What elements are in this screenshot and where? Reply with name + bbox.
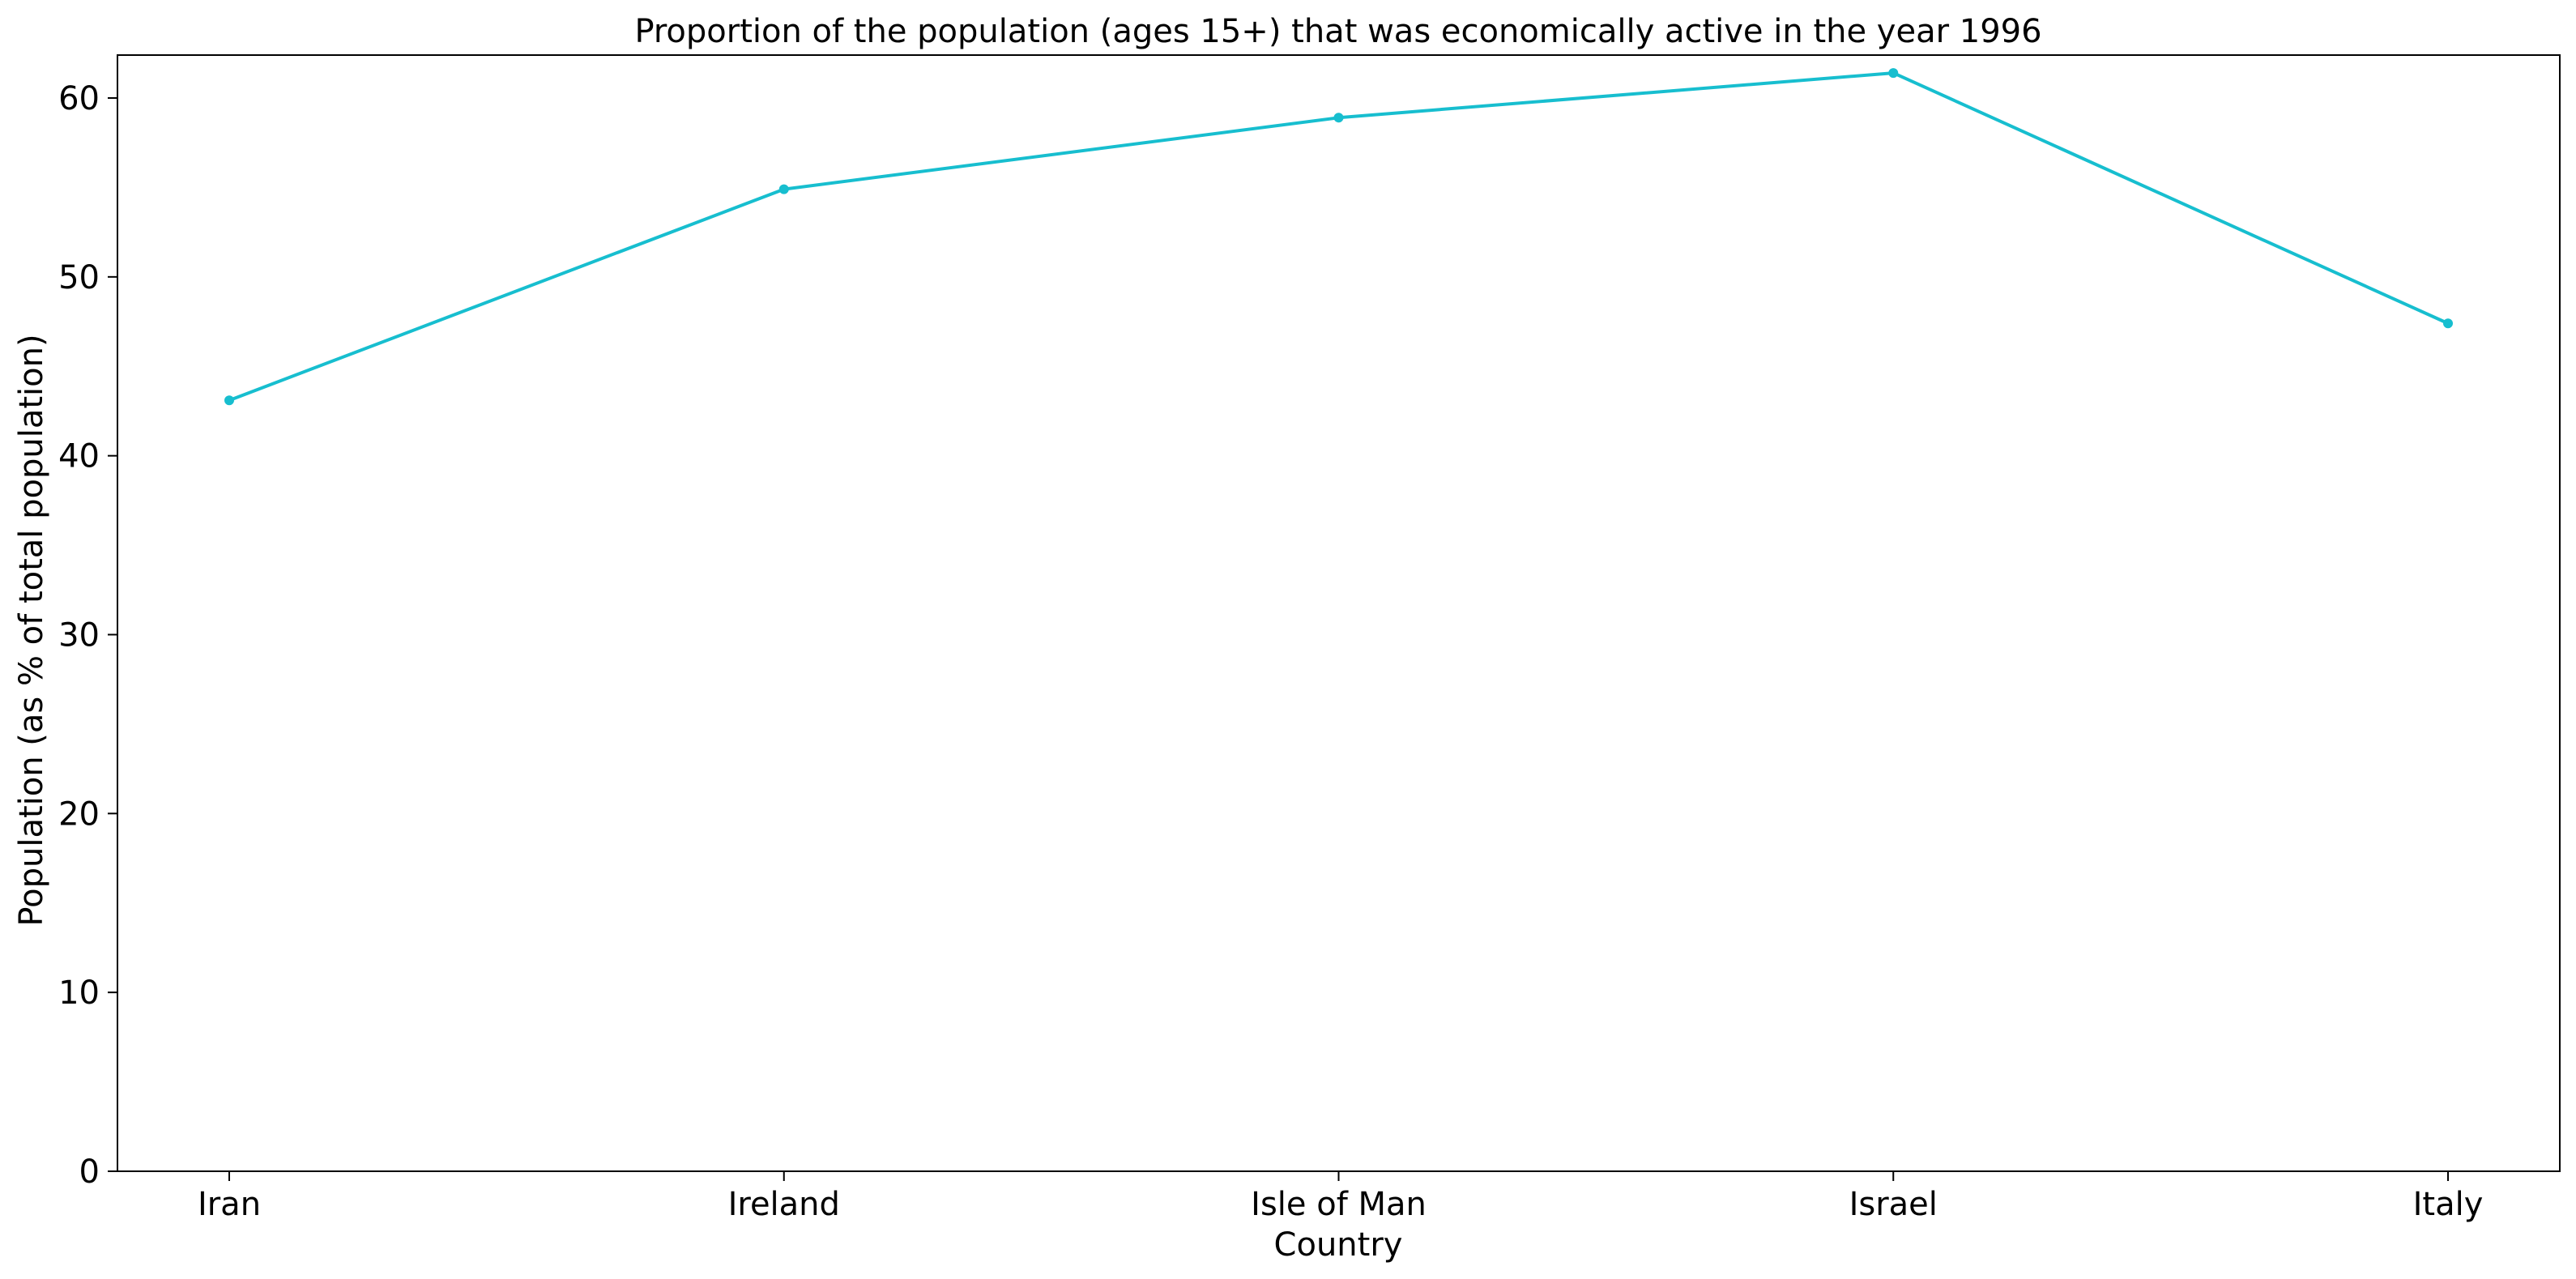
x-tick-label: Israel: [1849, 1186, 1938, 1223]
y-tick-label: 50: [58, 259, 100, 296]
y-tick-label: 30: [58, 617, 100, 654]
x-tick-label: Italy: [2413, 1186, 2484, 1223]
y-tick-label: 0: [79, 1153, 100, 1191]
ticks: 0 10 20 30 40 50 60 Iran Ireland Isle of Man Israe…: [58, 80, 2483, 1223]
y-tick-label: 20: [58, 795, 100, 833]
data-point: [778, 184, 789, 194]
y-tick-label: 60: [58, 80, 100, 117]
data-point: [224, 395, 234, 406]
data-point: [1888, 68, 1899, 79]
x-tick-label: Iran: [198, 1186, 261, 1223]
x-axis-title: Country: [1274, 1226, 1403, 1264]
y-axis-title: Population (as % of total population): [13, 334, 50, 926]
data-point: [2443, 318, 2453, 329]
x-tick-label: Ireland: [728, 1186, 840, 1223]
x-tick-label: Isle of Man: [1251, 1186, 1427, 1223]
y-tick-label: 10: [58, 974, 100, 1012]
y-tick-label: 40: [58, 438, 100, 475]
plot-frame: [117, 54, 2561, 1172]
chart-title: Proportion of the population (ages 15+) …: [634, 13, 2041, 50]
data-point: [1333, 113, 1344, 123]
axes: [117, 54, 2561, 1172]
series: [224, 68, 2453, 406]
